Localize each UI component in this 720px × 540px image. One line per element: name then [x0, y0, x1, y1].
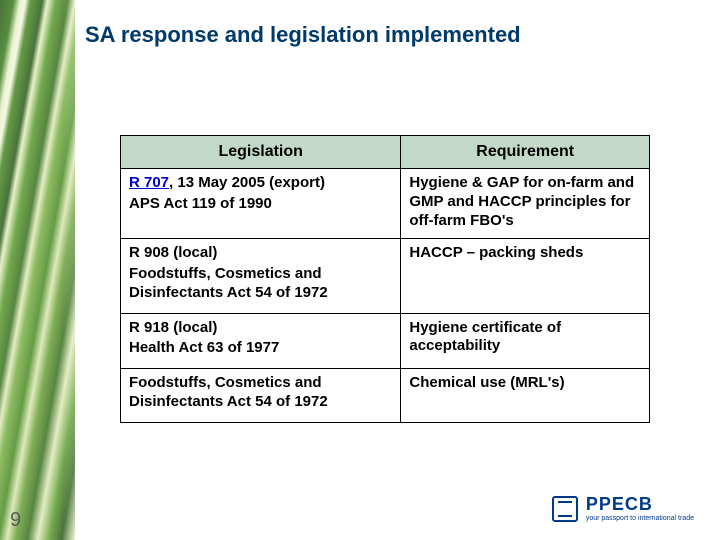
- ppecb-logo-text: PPECB your passport to international tra…: [586, 495, 694, 522]
- ppecb-logo-icon: [552, 496, 578, 522]
- legislation-text: Health Act 63 of 1977: [129, 339, 392, 358]
- decorative-fade: [0, 0, 140, 540]
- page-number: 9: [10, 509, 21, 532]
- table-row: R 908 (local) Foodstuffs, Cosmetics and …: [121, 239, 650, 313]
- cell-legislation: R 707, 13 May 2005 (export) APS Act 119 …: [121, 169, 401, 239]
- table-header-row: Legislation Requirement: [121, 136, 650, 169]
- cell-requirement: Hygiene & GAP for on-farm and GMP and HA…: [401, 169, 650, 239]
- legislation-table: Legislation Requirement R 707, 13 May 20…: [120, 135, 650, 423]
- cell-requirement: HACCP – packing sheds: [401, 239, 650, 313]
- legislation-text: Foodstuffs, Cosmetics and Disinfectants …: [129, 265, 392, 303]
- col-header-legislation: Legislation: [121, 136, 401, 169]
- legislation-text: R 908 (local): [129, 244, 392, 263]
- table-row: Foodstuffs, Cosmetics and Disinfectants …: [121, 369, 650, 423]
- table-row: R 707, 13 May 2005 (export) APS Act 119 …: [121, 169, 650, 239]
- cell-legislation: R 918 (local) Health Act 63 of 1977: [121, 313, 401, 369]
- footer-logo: PPECB your passport to international tra…: [552, 495, 694, 522]
- legislation-text: Foodstuffs, Cosmetics and Disinfectants …: [129, 374, 392, 412]
- logo-name: PPECB: [586, 495, 694, 513]
- cell-legislation: Foodstuffs, Cosmetics and Disinfectants …: [121, 369, 401, 423]
- legislation-text: , 13 May 2005 (export): [169, 174, 325, 191]
- legislation-table-wrap: Legislation Requirement R 707, 13 May 20…: [120, 135, 650, 423]
- legislation-text: R 918 (local): [129, 319, 392, 338]
- table-row: R 918 (local) Health Act 63 of 1977 Hygi…: [121, 313, 650, 369]
- cell-requirement: Hygiene certificate of acceptability: [401, 313, 650, 369]
- legislation-text: APS Act 119 of 1990: [129, 195, 392, 214]
- col-header-requirement: Requirement: [401, 136, 650, 169]
- logo-tagline: your passport to international trade: [586, 515, 694, 522]
- page-title: SA response and legislation implemented: [85, 22, 521, 48]
- legislation-link[interactable]: R 707: [129, 174, 169, 191]
- slide: SA response and legislation implemented …: [0, 0, 720, 540]
- cell-legislation: R 908 (local) Foodstuffs, Cosmetics and …: [121, 239, 401, 313]
- cell-requirement: Chemical use (MRL's): [401, 369, 650, 423]
